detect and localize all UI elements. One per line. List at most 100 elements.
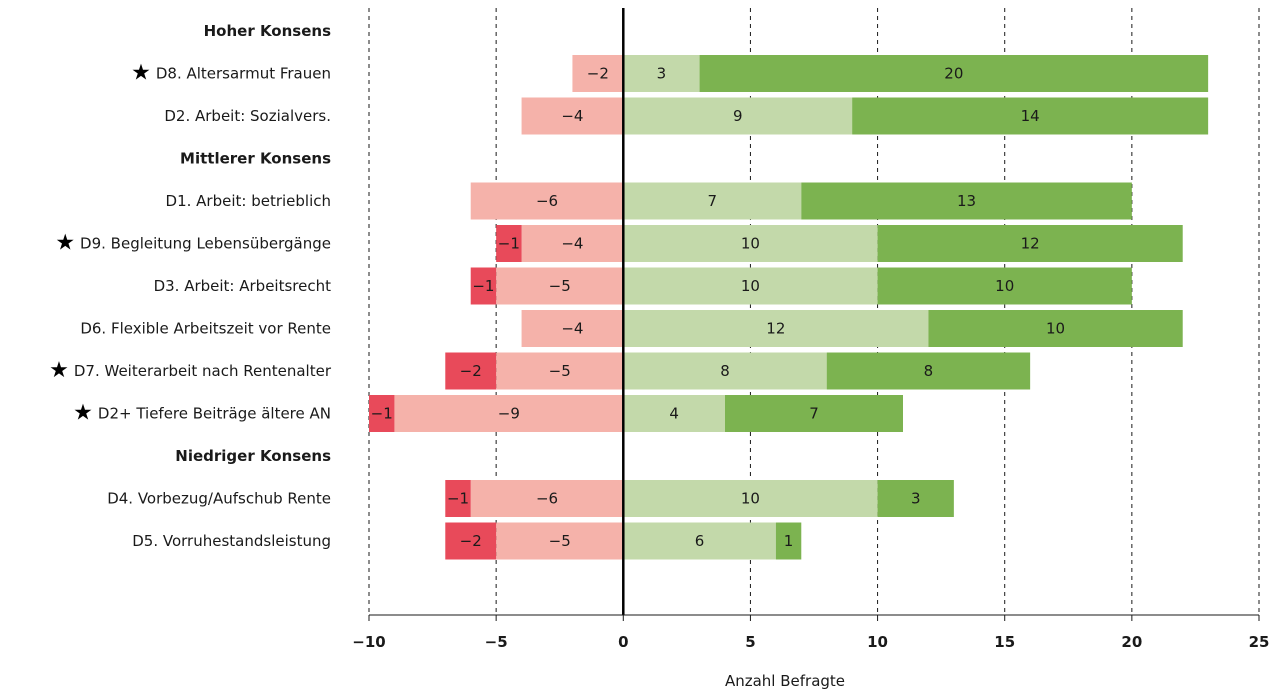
data-label: −2 bbox=[587, 65, 609, 83]
category-labels: Hoher Konsens D8. Altersarmut Frauen ★ D2. … bbox=[49, 22, 332, 550]
group-label: Hoher Konsens bbox=[204, 22, 331, 40]
data-label: 9 bbox=[733, 107, 743, 125]
data-label: −1 bbox=[472, 277, 494, 295]
bar-segment-strong-positive bbox=[699, 55, 1209, 92]
bar-segment-positive bbox=[623, 225, 878, 262]
data-label: 14 bbox=[1021, 107, 1040, 125]
x-axis-title: Anzahl Befragte bbox=[725, 672, 845, 690]
bar-segment-negative bbox=[496, 267, 624, 305]
x-tick-label: 10 bbox=[867, 633, 888, 651]
data-label: −4 bbox=[561, 320, 583, 338]
data-label: 3 bbox=[657, 65, 667, 83]
bar-segment-positive bbox=[623, 352, 827, 390]
bar-segment-negative bbox=[521, 310, 624, 347]
data-label: 13 bbox=[957, 192, 976, 210]
bar-segment-strong-positive bbox=[877, 480, 954, 517]
category-label: D2+ Tiefere Beiträge ältere AN bbox=[98, 405, 331, 423]
bar-segment-negative bbox=[470, 480, 624, 517]
data-label: 8 bbox=[720, 362, 730, 380]
bar-segment-positive bbox=[623, 310, 929, 347]
x-tick-label: 20 bbox=[1121, 633, 1142, 651]
data-label: 10 bbox=[741, 235, 760, 253]
data-label: −5 bbox=[549, 277, 571, 295]
bar-segment-positive bbox=[623, 267, 878, 305]
data-label: 1 bbox=[784, 532, 794, 550]
star-icon: ★ bbox=[55, 231, 75, 256]
data-label: −6 bbox=[536, 192, 558, 210]
group-label: Niedriger Konsens bbox=[175, 447, 331, 465]
x-tick-label: 5 bbox=[745, 633, 755, 651]
data-label: 12 bbox=[1021, 235, 1040, 253]
bar-segment-negative bbox=[394, 395, 624, 432]
bar-segment-negative bbox=[521, 97, 624, 135]
bar-segment-positive bbox=[623, 55, 700, 92]
star-icon: ★ bbox=[131, 61, 151, 86]
bar-segment-positive bbox=[623, 97, 853, 135]
category-label: D4. Vorbezug/Aufschub Rente bbox=[107, 490, 331, 508]
data-label: 7 bbox=[809, 405, 819, 423]
bar-segment-negative bbox=[496, 352, 624, 390]
x-tick-label: −5 bbox=[485, 633, 508, 651]
data-label: 10 bbox=[741, 490, 760, 508]
data-label: 12 bbox=[766, 320, 785, 338]
data-label: −4 bbox=[561, 107, 583, 125]
data-label: 10 bbox=[1046, 320, 1065, 338]
bar-segment-strong-positive bbox=[852, 97, 1209, 135]
star-icon: ★ bbox=[73, 401, 93, 426]
category-label: D8. Altersarmut Frauen bbox=[156, 65, 331, 83]
bar-segment-strong-negative bbox=[369, 395, 395, 432]
bars: −2 3 20−4 9 14−6 7 13−4−1 10 12−5−1 10 10−4 12 10−5−… bbox=[369, 8, 1209, 615]
bar-segment-positive bbox=[623, 182, 802, 220]
data-label: −2 bbox=[460, 532, 482, 550]
data-label: −6 bbox=[536, 490, 558, 508]
bar-segment-strong-positive bbox=[801, 182, 1132, 220]
data-label: −9 bbox=[498, 405, 520, 423]
star-icon: ★ bbox=[49, 358, 69, 383]
x-tick-label: 25 bbox=[1249, 633, 1270, 651]
data-label: 10 bbox=[995, 277, 1014, 295]
category-label: D2. Arbeit: Sozialvers. bbox=[164, 107, 331, 125]
category-label: D5. Vorruhestandsleistung bbox=[132, 532, 331, 550]
bar-segment-strong-positive bbox=[928, 310, 1183, 347]
x-tick-label: 0 bbox=[618, 633, 628, 651]
group-label: Mittlerer Konsens bbox=[180, 150, 331, 168]
bar-segment-strong-positive bbox=[877, 225, 1183, 262]
data-label: −1 bbox=[498, 235, 520, 253]
bar-segment-strong-positive bbox=[775, 522, 802, 560]
bar-segment-negative bbox=[521, 225, 624, 262]
bar-segment-strong-negative bbox=[445, 352, 497, 390]
category-label: D6. Flexible Arbeitszeit vor Rente bbox=[80, 320, 331, 338]
bar-segment-strong-negative bbox=[445, 480, 471, 517]
data-label: 20 bbox=[944, 65, 963, 83]
bar-segment-positive bbox=[623, 480, 878, 517]
data-label: 6 bbox=[695, 532, 705, 550]
bar-segment-positive bbox=[623, 395, 725, 432]
data-label: 4 bbox=[669, 405, 679, 423]
data-label: −5 bbox=[549, 532, 571, 550]
data-label: −5 bbox=[549, 362, 571, 380]
data-label: 8 bbox=[924, 362, 934, 380]
bar-segment-strong-positive bbox=[877, 267, 1132, 305]
data-label: −4 bbox=[561, 235, 583, 253]
category-label: D7. Weiterarbeit nach Rentenalter bbox=[74, 362, 332, 380]
bar-segment-negative bbox=[572, 55, 624, 92]
x-tick-label: 15 bbox=[994, 633, 1015, 651]
data-label: 7 bbox=[708, 192, 718, 210]
data-label: 10 bbox=[741, 277, 760, 295]
bar-segment-negative bbox=[496, 522, 624, 560]
x-axis: Anzahl Befragte −10 −5 0 5 10 15 20 25 bbox=[352, 614, 1270, 690]
bar-segment-strong-negative bbox=[470, 267, 497, 305]
category-label: D1. Arbeit: betrieblich bbox=[166, 192, 331, 210]
data-label: −1 bbox=[371, 405, 393, 423]
bar-segment-strong-negative bbox=[496, 225, 522, 262]
bar-segment-strong-positive bbox=[826, 352, 1031, 390]
bar-segment-negative bbox=[470, 182, 624, 220]
data-label: −1 bbox=[447, 490, 469, 508]
bar-segment-positive bbox=[623, 522, 776, 560]
data-label: 3 bbox=[911, 490, 921, 508]
bar-segment-strong-positive bbox=[725, 395, 903, 432]
category-label: D9. Begleitung Lebensübergänge bbox=[80, 235, 331, 253]
x-tick-label: −10 bbox=[352, 633, 385, 651]
bar-segment-strong-negative bbox=[445, 522, 497, 560]
